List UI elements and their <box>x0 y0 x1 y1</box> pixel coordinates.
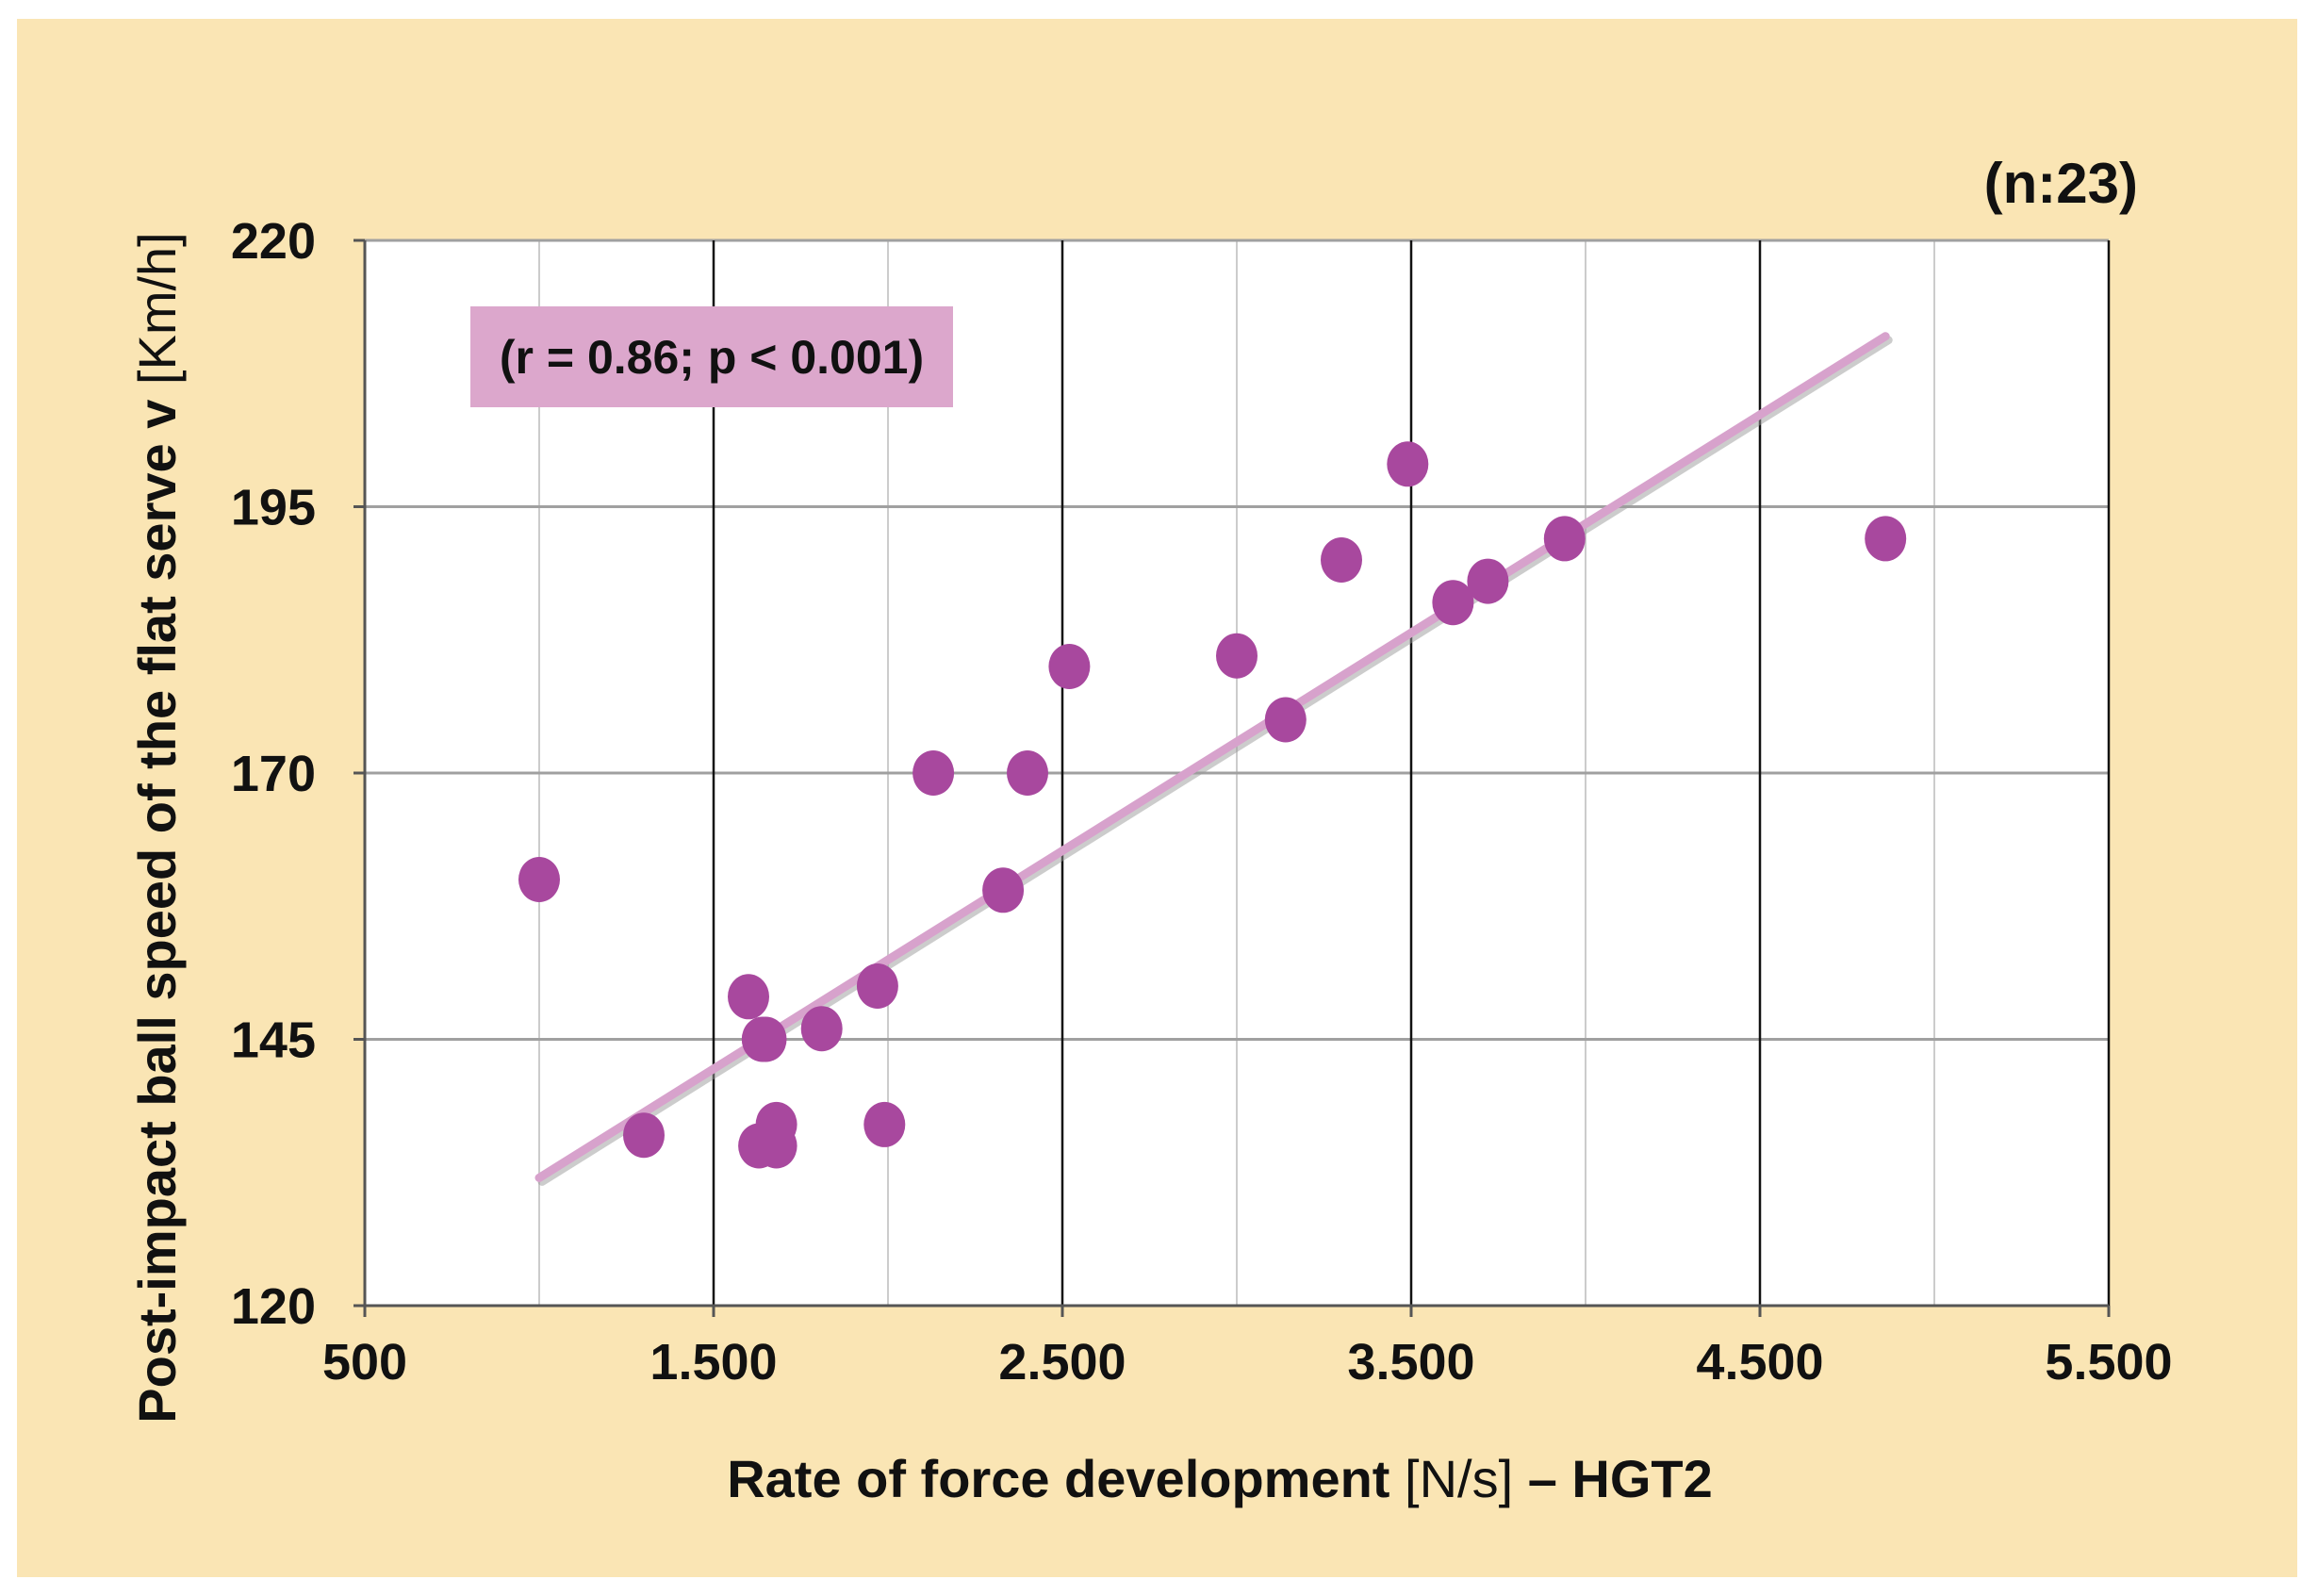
data-point <box>863 1101 906 1147</box>
data-point <box>1048 644 1091 689</box>
y-axis-title: Post-impact ball speed of the flat serve… <box>127 232 187 1423</box>
correlation-annotation: (r = 0.86; p < 0.001) <box>470 306 953 407</box>
grid-layer <box>365 239 2111 1306</box>
x-tick-label: 3.500 <box>1347 1334 1474 1390</box>
x-axis-title-unit: [N/s] <box>1405 1449 1513 1508</box>
sample-size-label: (n:23) <box>1983 152 2138 215</box>
points-layer <box>518 441 1907 1169</box>
chart-panel: 120 145 170 195 220 500 1.500 2.500 3.500 4.500 5.… <box>17 19 2297 1577</box>
data-point <box>1865 516 1907 562</box>
data-point <box>982 867 1025 913</box>
data-point <box>856 963 898 1009</box>
data-point <box>741 1016 783 1062</box>
data-point <box>1387 441 1429 487</box>
x-tick-label: 5.500 <box>2045 1334 2172 1390</box>
data-point <box>1543 516 1586 562</box>
x-tick-label: 1.500 <box>649 1334 777 1390</box>
data-point <box>518 857 560 902</box>
y-tick-label: 170 <box>231 746 316 802</box>
data-point <box>1216 633 1258 679</box>
y-tick-label: 220 <box>231 213 316 270</box>
data-point <box>912 750 955 796</box>
x-axis-title-suffix: – HGT2 <box>1528 1449 1713 1508</box>
y-tick-label: 145 <box>231 1012 316 1069</box>
axis-layer <box>353 239 2111 1317</box>
data-point <box>728 974 769 1020</box>
chart-svg: 120 145 170 195 220 500 1.500 2.500 3.500 4.500 5.… <box>127 213 2173 1508</box>
data-point <box>1321 537 1362 583</box>
y-axis-title-main: Post-impact ball speed of the flat serve… <box>127 400 187 1423</box>
y-tick-label: 195 <box>231 480 316 536</box>
data-point <box>1467 558 1509 604</box>
y-tick-label: 120 <box>231 1278 316 1335</box>
data-point <box>623 1112 665 1159</box>
data-point <box>1432 580 1474 626</box>
tick-labels: 120 145 170 195 220 500 1.500 2.500 3.500 4.500 5.… <box>231 213 2173 1390</box>
data-point <box>755 1101 797 1147</box>
y-axis-title-unit: [Km/h] <box>127 232 187 385</box>
data-point <box>1007 750 1048 796</box>
x-tick-label: 500 <box>322 1334 407 1390</box>
x-tick-label: 2.500 <box>998 1334 1126 1390</box>
x-axis-title: Rate of force development [N/s] – HGT2 <box>727 1449 1713 1508</box>
data-point <box>1264 697 1307 743</box>
data-point <box>800 1006 843 1052</box>
x-tick-label: 4.500 <box>1696 1334 1823 1390</box>
x-axis-title-main: Rate of force development <box>727 1449 1389 1508</box>
